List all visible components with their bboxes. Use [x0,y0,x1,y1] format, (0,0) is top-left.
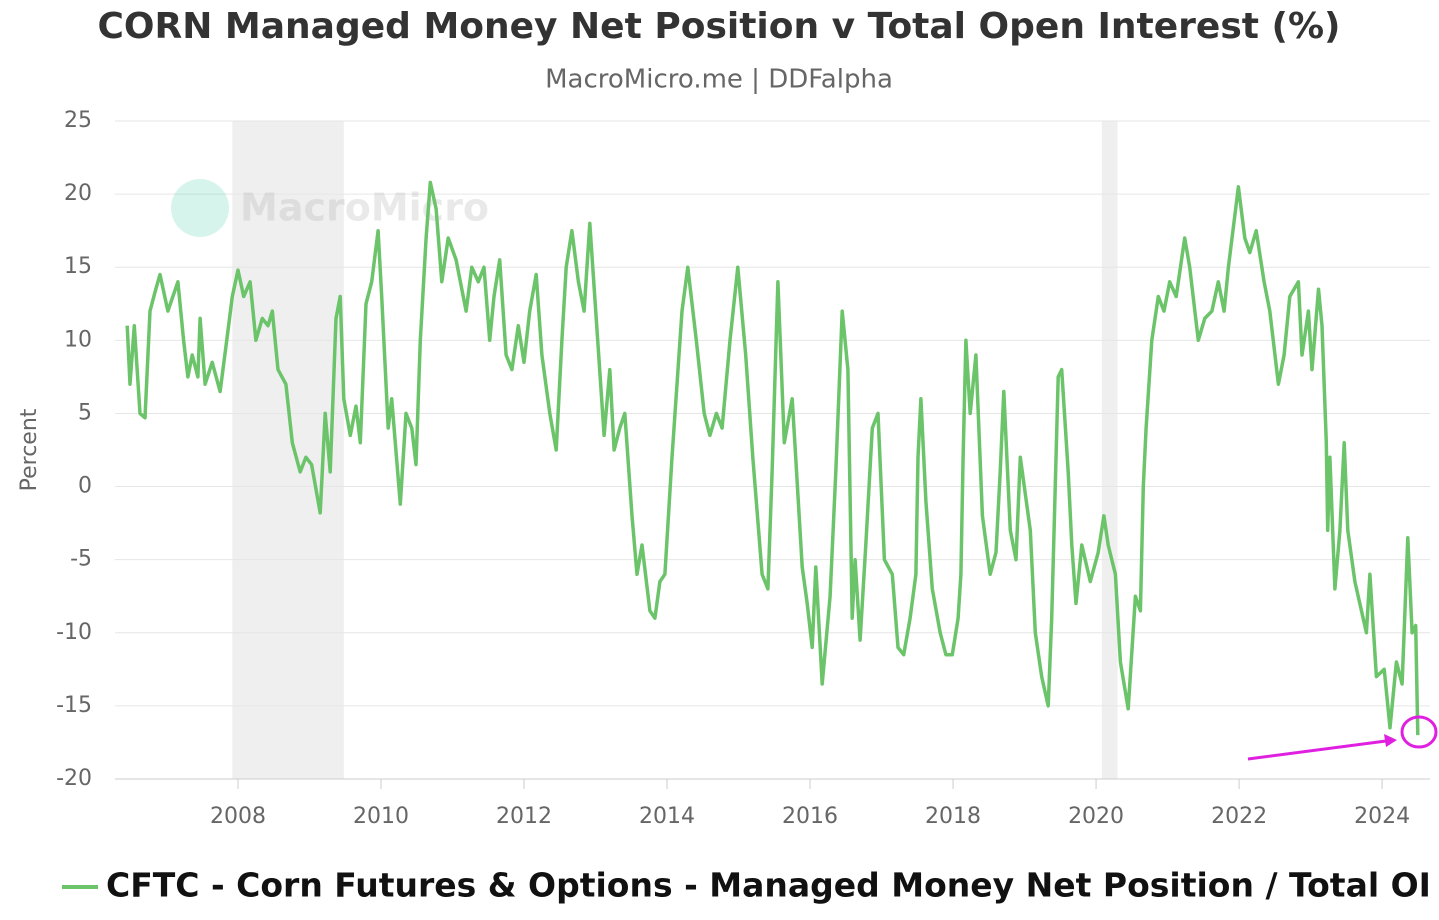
y-tick-label: -15 [56,693,92,718]
shaded-range [232,121,344,779]
legend-label: CFTC - Corn Futures & Options - Managed … [106,866,1431,905]
chart-title: CORN Managed Money Net Position v Total … [98,6,1341,47]
legend: CFTC - Corn Futures & Options - Managed … [62,866,1431,905]
grid: -20 -15 -10 -5 0 5 10 15 20 25 2008 2010 2012 2014 201… [56,108,1430,829]
arrow-shaft [1247,739,1387,761]
y-tick-label: -10 [56,620,92,645]
watermark: MacroMicro [240,186,489,230]
chart-subtitle: MacroMicro.me | DDFalpha [545,65,893,95]
y-tick-label: 20 [64,181,92,206]
x-tick-label: 2010 [353,804,409,829]
data-line [125,180,1420,736]
shaded-ranges [232,121,1118,779]
x-tick-label: 2012 [496,804,552,829]
watermark-logo [171,179,229,237]
x-tick-label: 2024 [1354,804,1410,829]
lines [125,180,1420,736]
y-tick-label: 0 [78,474,92,499]
shaded-range [1101,121,1118,779]
y-axis-label: Percent [17,408,42,491]
y-tick-label: 25 [64,108,92,133]
x-tick-label: 2020 [1068,804,1124,829]
x-tick-label: 2016 [782,804,838,829]
x-tick-label: 2022 [1211,804,1267,829]
y-tick-label: -5 [70,547,92,572]
x-tick-label: 2008 [210,804,266,829]
watermark-group: MacroMicro [171,179,489,237]
highlight-circle [1400,715,1438,749]
arrow-head [1384,734,1397,747]
y-tick-label: 5 [78,400,92,425]
y-tick-label: 15 [64,254,92,279]
annotation [1247,715,1438,761]
x-tick-label: 2014 [639,804,695,829]
x-tick-label: 2018 [925,804,981,829]
y-tick-label: -20 [56,766,92,791]
y-tick-label: 10 [64,327,92,352]
